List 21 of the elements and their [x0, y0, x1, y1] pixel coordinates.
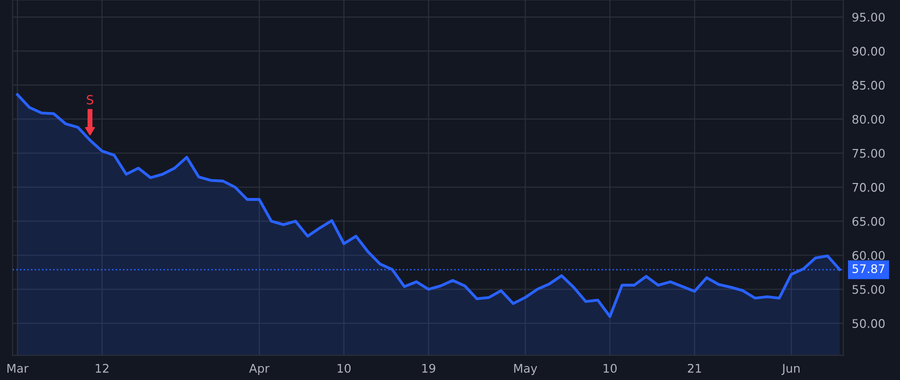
x-tick-label: 10: [338, 364, 351, 373]
x-tick-label: 10: [604, 364, 617, 373]
annotation: S: [86, 95, 94, 104]
x-tick-label: 12: [96, 364, 108, 373]
y-tick-label: 70.00: [852, 182, 885, 192]
x-tick-label: 21: [688, 364, 701, 373]
x-tick-label: 19: [422, 364, 436, 373]
y-tick-label: 75.00: [852, 148, 885, 158]
ref-line-label: 57.87: [852, 264, 884, 274]
x-tick-label: Apr: [249, 364, 270, 376]
y-tick-label: 85.00: [852, 80, 885, 90]
x-tick-label: Jun: [781, 364, 800, 375]
x-tick-label: Mar: [7, 364, 29, 373]
y-tick-label: 55.00: [852, 285, 885, 294]
y-tick-label: 80.00: [852, 114, 885, 124]
y-tick-label: 95.00: [852, 12, 885, 22]
x-tick-label: May: [514, 364, 538, 376]
y-tick-label: 90.00: [852, 46, 885, 56]
y-tick-label: 60.00: [852, 250, 885, 260]
y-tick-label: 50.00: [852, 319, 885, 328]
y-tick-label: 65.00: [852, 216, 885, 226]
